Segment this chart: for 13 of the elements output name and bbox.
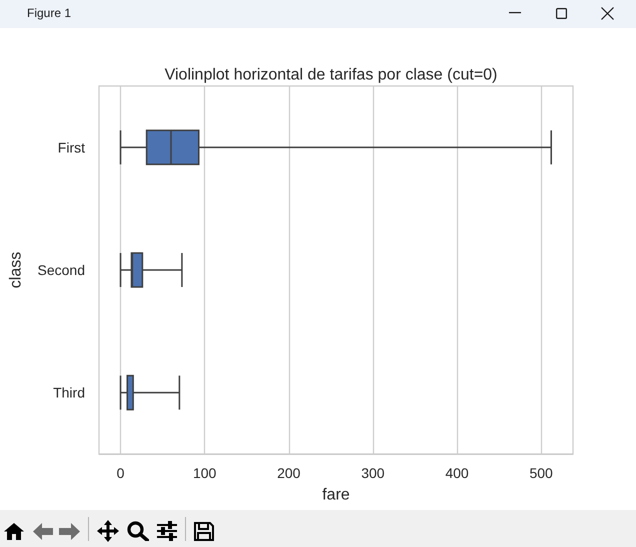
y-axis-title: class [8, 252, 24, 288]
y-tick-label: Third [53, 384, 85, 401]
x-tick-label: 100 [192, 465, 217, 481]
chart-title: Violinplot horizontal de tarifas por clase (cut=0) [164, 66, 498, 84]
y-tick-label: First [58, 139, 86, 156]
x-axis-title: fare [322, 486, 350, 504]
x-tick-label: 0 [116, 465, 125, 481]
x-tick-label: 200 [277, 465, 301, 481]
x-tick-label: 400 [445, 465, 469, 481]
caption: Figure 1 [27, 6, 72, 21]
x-tick-label: 300 [361, 465, 385, 481]
x-tick-label: 500 [529, 465, 554, 481]
y-tick-label: Second [38, 262, 85, 278]
